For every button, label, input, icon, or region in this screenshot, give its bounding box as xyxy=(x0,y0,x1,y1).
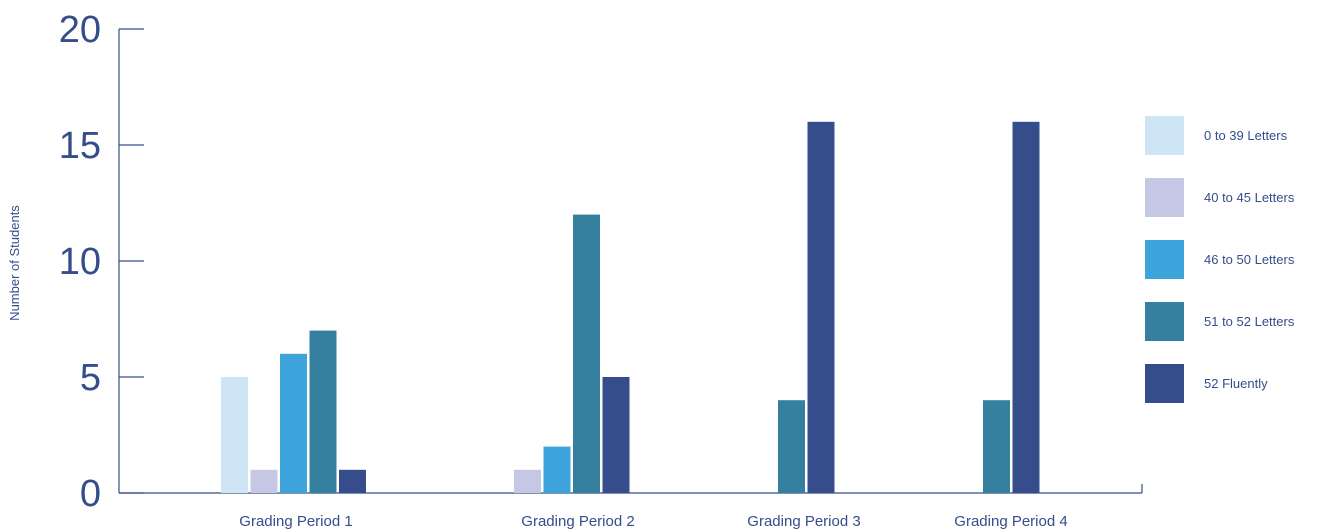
bar-0-to-39-letters-period-1 xyxy=(221,377,248,493)
x-tick-label: Grading Period 4 xyxy=(954,513,1067,530)
y-axis-label: Number of Students xyxy=(7,205,22,321)
bar-51-to-52-letters-period-4 xyxy=(983,400,1010,493)
y-tick-label: 15 xyxy=(59,125,101,167)
y-tick-label: 20 xyxy=(59,9,101,51)
y-tick-label: 10 xyxy=(59,241,101,283)
legend-swatch xyxy=(1145,240,1184,279)
legend-swatch xyxy=(1145,116,1184,155)
legend-label: 52 Fluently xyxy=(1204,376,1268,391)
legend-swatch xyxy=(1145,364,1184,403)
legend-swatch xyxy=(1145,178,1184,217)
x-tick-label: Grading Period 3 xyxy=(747,513,860,530)
x-tick-label: Grading Period 1 xyxy=(239,513,352,530)
bar-52-fluently-period-3 xyxy=(807,121,835,494)
legend-label: 40 to 45 Letters xyxy=(1204,190,1295,205)
bar-51-to-52-letters-period-3 xyxy=(778,400,805,493)
bar-51-to-52-letters-period-1 xyxy=(309,330,337,493)
bar-52-fluently-period-1 xyxy=(339,469,366,493)
legend-swatch xyxy=(1145,302,1184,341)
legend: 0 to 39 Letters 40 to 45 Letters 46 to 50 … xyxy=(1145,116,1295,403)
bar-40-to-45-letters-period-1 xyxy=(250,469,278,493)
y-axis: 0 5 10 15 20 xyxy=(59,9,144,515)
y-tick-label: 5 xyxy=(80,357,101,399)
legend-label: 0 to 39 Letters xyxy=(1204,128,1288,143)
bar-51-to-52-letters-period-2 xyxy=(573,214,600,493)
y-ticks: 0 5 10 15 20 xyxy=(59,9,144,515)
bar-52-fluently-period-4 xyxy=(1012,121,1040,494)
x-tick-labels: Grading Period 1 Grading Period 2 Grading … xyxy=(239,513,1067,530)
y-tick-label: 0 xyxy=(80,473,101,515)
bar-46-to-50-letters-period-2 xyxy=(543,446,571,493)
bar-40-to-45-letters-period-2 xyxy=(514,469,541,493)
x-tick-label: Grading Period 2 xyxy=(521,513,634,530)
bars xyxy=(221,121,1040,494)
x-axis: Grading Period 1 Grading Period 2 Grading … xyxy=(119,484,1143,530)
bar-46-to-50-letters-period-1 xyxy=(280,353,307,493)
bar-52-fluently-period-2 xyxy=(602,377,630,493)
legend-label: 51 to 52 Letters xyxy=(1204,314,1295,329)
legend-label: 46 to 50 Letters xyxy=(1204,252,1295,267)
